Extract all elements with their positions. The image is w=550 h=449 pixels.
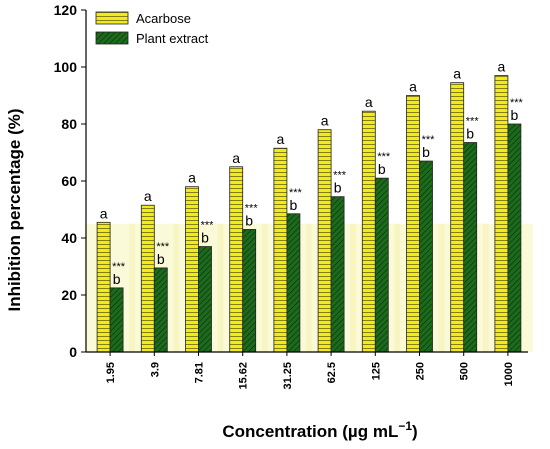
- x-tick-label: 1000: [503, 362, 515, 386]
- x-tick-label: 125: [370, 362, 382, 380]
- label-acarbose: a: [453, 66, 461, 82]
- bar-plant-extract: [242, 229, 257, 353]
- significance-label: ***: [201, 220, 215, 232]
- label-acarbose: a: [409, 79, 417, 95]
- bar-acarbose: [140, 204, 155, 353]
- y-tick-label: 20: [61, 287, 77, 303]
- label-plant-extract: b: [511, 107, 519, 123]
- bar-acarbose: [361, 110, 376, 353]
- label-plant-extract: b: [113, 271, 121, 287]
- label-plant-extract: b: [422, 144, 430, 160]
- y-tick-label: 80: [61, 116, 77, 132]
- bar-plant-extract: [330, 196, 345, 353]
- label-acarbose: a: [498, 59, 506, 75]
- y-axis-title: Inhibition percentage (%): [5, 108, 24, 311]
- label-plant-extract: b: [378, 161, 386, 177]
- y-tick-label: 0: [69, 344, 77, 360]
- significance-label: ***: [466, 116, 480, 128]
- label-plant-extract: b: [290, 197, 298, 213]
- x-tick-label: 3.9: [149, 362, 161, 377]
- legend: Acarbose Plant extract: [95, 11, 209, 46]
- bar-labels: ab***ab***ab***ab***ab***ab***ab***ab***…: [100, 59, 524, 287]
- label-plant-extract: b: [157, 251, 165, 267]
- bar-plant-extract: [374, 177, 389, 353]
- x-tick-label: 15.62: [238, 362, 250, 390]
- significance-label: ***: [333, 170, 347, 182]
- x-axis-title-close: ): [412, 422, 418, 441]
- legend-swatch-acarbose: [95, 11, 129, 25]
- label-acarbose: a: [144, 188, 152, 204]
- x-tick-label: 31.25: [282, 362, 294, 390]
- bar-acarbose: [317, 129, 332, 353]
- legend-label-acarbose: Acarbose: [136, 11, 191, 26]
- bar-acarbose: [273, 147, 288, 353]
- bar-plant-extract: [198, 246, 212, 353]
- y-tick-label: 40: [61, 230, 77, 246]
- label-acarbose: a: [277, 131, 285, 147]
- significance-label: ***: [289, 187, 303, 199]
- significance-label: ***: [422, 134, 436, 146]
- bars: [96, 75, 522, 353]
- bar-plant-extract: [507, 123, 522, 353]
- significance-label: ***: [510, 97, 524, 109]
- y-tick-label: 60: [61, 173, 77, 189]
- legend-label-plant-extract: Plant extract: [136, 31, 209, 46]
- significance-label: ***: [377, 151, 391, 163]
- label-plant-extract: b: [334, 180, 342, 196]
- significance-label: ***: [245, 202, 259, 214]
- bar-acarbose: [185, 186, 199, 353]
- label-acarbose: a: [188, 170, 196, 186]
- x-axis-title: Concentration (µg mL−1): [222, 419, 417, 441]
- significance-label: ***: [112, 261, 126, 273]
- x-axis-title-exponent: −1: [398, 419, 412, 433]
- x-axis-title-main: Concentration (µg mL: [222, 422, 398, 441]
- bar-plant-extract: [109, 287, 124, 353]
- bar-acarbose: [450, 82, 465, 353]
- significance-label: ***: [156, 241, 170, 253]
- bar-plant-extract: [463, 142, 478, 353]
- bar-acarbose: [229, 166, 244, 353]
- bar-plant-extract: [419, 160, 433, 353]
- axes: 1.95 3.9 7.81 15.62 31.25 62.5 125 250 500 1000 0 2…: [54, 2, 528, 390]
- label-plant-extract: b: [245, 212, 253, 228]
- y-tick-label: 100: [54, 59, 78, 75]
- bar-acarbose: [96, 221, 111, 353]
- label-acarbose: a: [100, 205, 108, 221]
- label-acarbose: a: [232, 150, 240, 166]
- bar-acarbose: [494, 75, 509, 353]
- x-tick-label: 62.5: [326, 362, 338, 383]
- label-plant-extract: b: [201, 230, 209, 246]
- label-plant-extract: b: [466, 126, 474, 142]
- bar-plant-extract: [286, 213, 301, 353]
- bar-acarbose: [406, 95, 420, 353]
- label-acarbose: a: [321, 113, 329, 129]
- x-tick-label: 250: [415, 362, 427, 380]
- x-tick-label: 7.81: [194, 362, 206, 383]
- x-tick-label: 500: [459, 362, 471, 380]
- bar-plant-extract: [153, 267, 168, 353]
- legend-swatch-plant-extract: [95, 31, 129, 45]
- label-acarbose: a: [365, 94, 373, 110]
- y-tick-label: 120: [54, 2, 78, 18]
- x-tick-label: 1.95: [105, 362, 117, 383]
